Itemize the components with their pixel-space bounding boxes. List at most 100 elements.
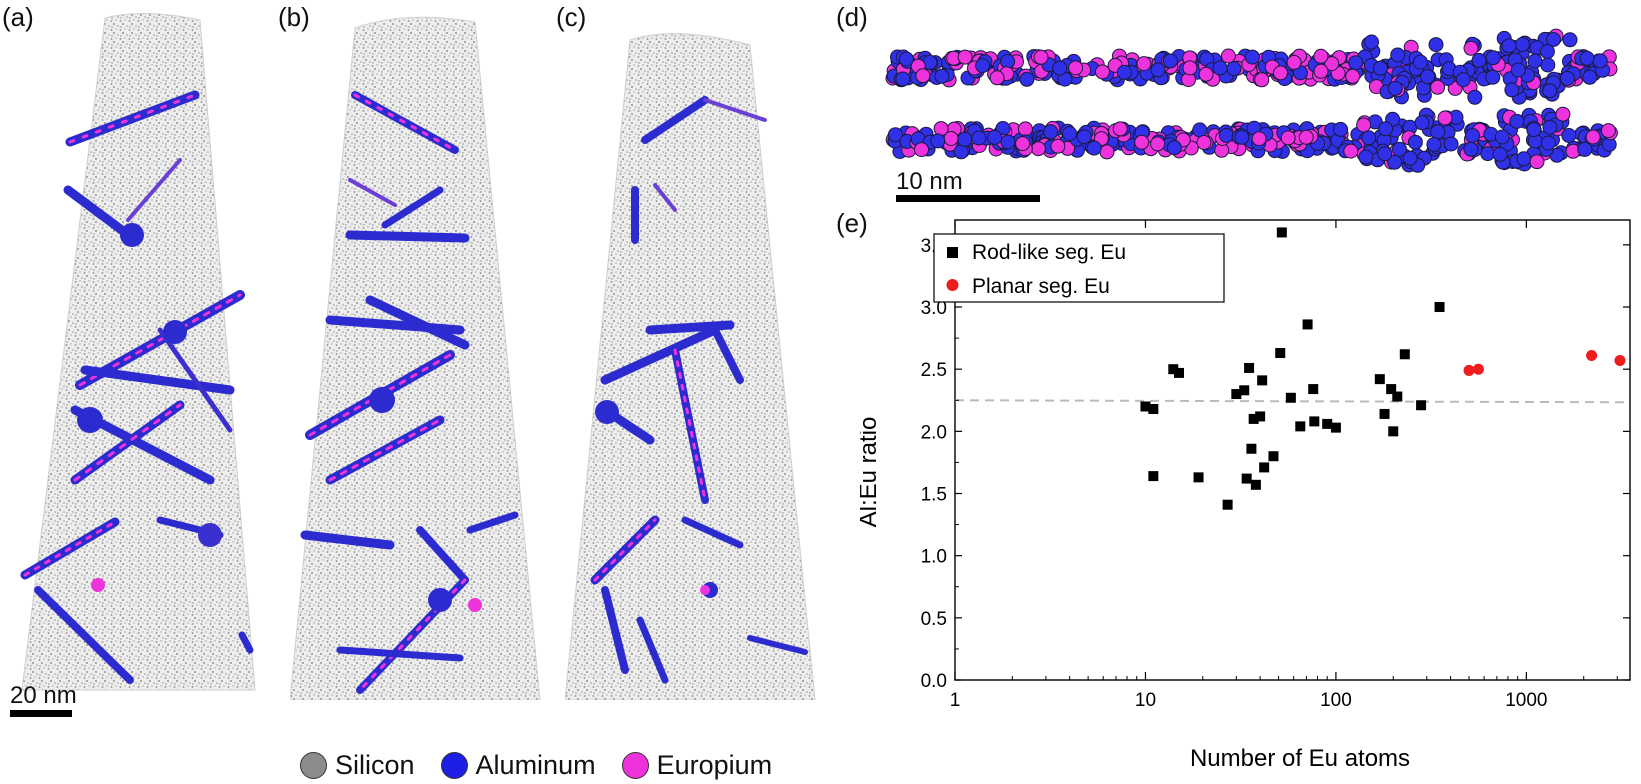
rod-view-bottom xyxy=(885,106,1618,173)
europium-atom xyxy=(1050,138,1066,154)
europium-atom xyxy=(1529,154,1545,170)
europium-atom xyxy=(957,49,973,65)
europium-atom xyxy=(1251,131,1267,147)
rod-like-point xyxy=(1295,421,1306,432)
aluminum-atom xyxy=(1485,50,1501,66)
europium-atom xyxy=(1196,135,1212,150)
europium-atom xyxy=(1298,129,1314,145)
rod-like-point xyxy=(1275,348,1286,359)
rod-like-point xyxy=(1379,408,1390,419)
rod-like-point xyxy=(1374,374,1385,385)
europium-atom xyxy=(1343,143,1359,159)
legend-circle-icon xyxy=(946,279,959,291)
legend-item-europium: Europium xyxy=(621,749,773,781)
europium-atom xyxy=(1463,40,1479,56)
aluminum-atom xyxy=(987,129,1003,145)
aluminum-atom xyxy=(1463,141,1479,157)
aluminum-atom xyxy=(934,68,950,84)
aluminum-atom xyxy=(1510,62,1526,78)
europium-atom xyxy=(1555,106,1571,122)
rod-like-point xyxy=(1322,418,1333,429)
aluminum-atom xyxy=(1467,89,1483,105)
europium-atom xyxy=(1198,66,1214,82)
tip-reconstruction-b xyxy=(290,16,541,700)
legend-label-aluminum: Aluminum xyxy=(475,749,596,780)
aluminum-atom xyxy=(975,58,991,74)
europium-atom xyxy=(1313,63,1329,79)
aluminum-atom xyxy=(1387,80,1403,96)
rod-like-point xyxy=(1276,227,1287,238)
legend-label-planar: Planar seg. Eu xyxy=(972,275,1110,298)
europium-atom xyxy=(1273,65,1288,81)
europium-atom xyxy=(943,131,959,146)
aluminum-atom xyxy=(1509,113,1525,129)
europium-atom xyxy=(914,142,929,158)
rod-like-point xyxy=(1416,400,1427,411)
europium-atom xyxy=(1324,56,1340,72)
europium-atom xyxy=(1437,110,1453,126)
atom-legend: Silicon Aluminum Europium xyxy=(300,748,772,782)
chart-legend: Rod-like seg. Eu Planar seg. Eu xyxy=(933,233,1225,303)
aluminum-dot-icon xyxy=(440,751,468,779)
y-tick-label: 3.0 xyxy=(921,298,947,319)
europium-atom xyxy=(989,70,1005,86)
data-points xyxy=(1140,227,1626,510)
aluminum-atom xyxy=(1516,151,1532,167)
planar-point xyxy=(1463,364,1475,376)
europium-atom xyxy=(1286,54,1302,70)
aluminum-atom xyxy=(1471,52,1487,68)
rod-like-point xyxy=(1309,416,1320,427)
legend-item-silicon: Silicon xyxy=(300,750,415,781)
y-tick-label: 1.5 xyxy=(921,485,947,506)
rod-like-point xyxy=(1259,462,1270,473)
europium-atom xyxy=(1095,64,1110,80)
europium-atom xyxy=(1112,121,1128,137)
rod-like-point xyxy=(1193,472,1204,483)
aluminum-atom xyxy=(930,133,946,149)
y-tick-labels: 0.00.51.01.52.02.53.03.5 xyxy=(921,236,947,692)
rod-like-point xyxy=(1330,422,1341,433)
y-tick-label: 2.0 xyxy=(921,422,947,443)
aluminum-atom xyxy=(1150,62,1166,78)
aluminum-atom xyxy=(1485,69,1501,85)
rod-like-point xyxy=(1222,499,1233,510)
y-tick-label: 0.5 xyxy=(921,609,947,630)
aluminum-atom xyxy=(1244,49,1260,65)
silicon-dot-icon xyxy=(300,751,327,779)
aluminum-atom xyxy=(1546,32,1561,47)
rod-like-point xyxy=(1168,364,1179,375)
aluminum-atom xyxy=(1392,141,1407,157)
aluminum-atom xyxy=(1212,60,1228,76)
rod-like-point xyxy=(1250,479,1261,490)
aluminum-atom xyxy=(1219,127,1234,143)
panel-label-e: (e) xyxy=(836,208,868,238)
aluminum-atom xyxy=(953,144,969,160)
aluminum-atom xyxy=(1116,64,1132,80)
rod-like-point xyxy=(1302,319,1313,330)
aluminum-atom xyxy=(1000,134,1016,150)
rod-like-point xyxy=(1246,443,1257,454)
aluminum-atom xyxy=(1162,53,1178,69)
tip-reconstruction-a xyxy=(20,13,256,691)
europium-atom xyxy=(1136,56,1152,72)
aluminum-atom xyxy=(1577,141,1593,157)
x-tick-label: 100 xyxy=(1320,690,1352,711)
scalebar-20nm-label: 20 nm xyxy=(10,682,77,709)
aluminum-atom xyxy=(1428,37,1444,53)
aluminum-atom xyxy=(1562,32,1578,48)
aluminum-atom xyxy=(1412,54,1428,70)
aluminum-atom xyxy=(1402,150,1418,166)
rod-like-point xyxy=(1388,426,1399,437)
europium-atom xyxy=(1585,129,1601,145)
europium-atom xyxy=(1430,79,1446,95)
europium-atom xyxy=(1150,136,1166,152)
planar-point xyxy=(1614,354,1626,366)
legend-label-europium: Europium xyxy=(656,749,773,780)
panel-label-c: (c) xyxy=(556,2,587,32)
aluminum-atom xyxy=(1494,129,1510,145)
europium-atom xyxy=(1182,60,1198,76)
europium-atom xyxy=(1313,48,1329,64)
y-tick-label: 2.5 xyxy=(921,360,947,381)
tip-reconstruction-c xyxy=(565,33,816,700)
